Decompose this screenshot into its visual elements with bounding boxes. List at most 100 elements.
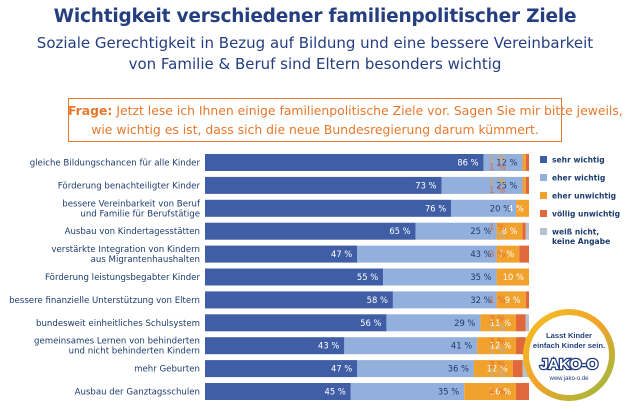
category-label: verstärkte Integration von Kindern aus Mi…: [51, 245, 200, 265]
bar-segment-völlig-unwichtig: [525, 176, 529, 194]
bar-segment-eher-unwichtig: [477, 337, 517, 355]
category-label: bessere Vereinbarkeit von Beruf und Famil…: [62, 199, 201, 219]
bar-segment-eher-unwichtig: [522, 176, 526, 194]
category-label: bessere finanzielle Unterstützung von El…: [9, 296, 200, 306]
bar-segment-weiß-nicht-keine-angabe: [525, 222, 529, 240]
subtitle-line-2: von Familie & Beruf sind Eltern besonder…: [128, 55, 502, 73]
small-value-label: 1 %: [489, 223, 505, 233]
small-value-label: 1 %: [489, 163, 505, 173]
chart-title: Wichtigkeit verschiedener familienpoliti…: [53, 6, 577, 27]
question-box: [68, 98, 562, 142]
bar-value-label: 55 %: [357, 272, 378, 282]
small-value-label: 1 %: [489, 186, 505, 196]
bar-segment-eher-unwichtig: [464, 383, 517, 400]
bar-segment-völlig-unwichtig: [516, 337, 526, 355]
category-label: Ausbau der Ganztagsschulen: [75, 388, 200, 398]
badge-line-2: einfach Kinder sein.: [533, 341, 605, 350]
legend-label-line: eher unwichtig: [552, 192, 616, 201]
category-label: gemeinsames Lernen von behinderten und ni…: [34, 337, 200, 357]
bar-value-label: 58 %: [367, 295, 388, 305]
small-value-label: 3 %: [489, 361, 505, 371]
bar-value-label: 4 %: [508, 203, 524, 213]
category-label: mehr Geburten: [134, 365, 200, 375]
category-label-line: mehr Geburten: [134, 365, 200, 375]
bar-value-label: 12 %: [490, 341, 511, 351]
small-value-label: 1 %: [489, 177, 505, 187]
bar-value-label: 36 %: [448, 364, 469, 374]
legend-label-line: völlig unwichtig: [552, 210, 620, 219]
bar-segment-völlig-unwichtig: [525, 291, 529, 309]
category-label-line: bessere finanzielle Unterstützung von El…: [9, 296, 200, 306]
legend-label: eher wichtig: [552, 174, 605, 183]
badge-inner: [529, 315, 609, 395]
bar-value-label: 7 %: [498, 249, 514, 259]
category-label: Ausbau von Kindertagesstätten: [65, 227, 200, 237]
legend-label-line: sehr wichtig: [552, 156, 605, 165]
bar-value-label: 47 %: [331, 364, 352, 374]
bar-segment-eher-unwichtig: [516, 199, 529, 217]
legend-label-line: keine Angabe: [552, 237, 610, 246]
legend-label: völlig unwichtig: [552, 210, 620, 219]
bar-segment-eher-wichtig: [350, 383, 465, 400]
category-label-line: Förderung leistungsbegabter Kinder: [45, 273, 200, 283]
category-label-line: aus Migrantenhaushalten: [91, 255, 200, 265]
bar-segment-eher-wichtig: [357, 360, 474, 378]
small-value-label: 1 %: [489, 232, 505, 242]
bar-segment-eher-wichtig: [483, 154, 523, 171]
bar-segment-weiß-nicht-keine-angabe: [525, 314, 529, 332]
bar-segment-sehr-wichtig: [205, 337, 345, 355]
small-value-label: 3 %: [489, 315, 505, 325]
bar-value-label: 29 %: [454, 318, 475, 328]
category-label-line: gemeinsames Lernen von behinderten: [34, 337, 200, 347]
bar-value-label: 43 %: [318, 341, 339, 351]
bar-segment-völlig-unwichtig: [516, 383, 529, 400]
legend-label-line: eher wichtig: [552, 174, 605, 183]
small-value-label: 1 %: [489, 155, 505, 165]
bar-value-label: 43 %: [470, 249, 491, 259]
bar-segment-eher-unwichtig: [480, 314, 517, 332]
legend-swatch: [540, 210, 547, 217]
bar-segment-eher-wichtig: [386, 314, 481, 332]
small-value-label: 3 %: [489, 250, 505, 260]
bar-segment-sehr-wichtig: [205, 360, 358, 378]
legend-label: eher unwichtig: [552, 192, 616, 201]
legend-swatch: [540, 192, 547, 199]
legend-label-line: weiß nicht,: [552, 228, 599, 237]
bar-segment-eher-wichtig: [451, 199, 517, 217]
bar-segment-völlig-unwichtig: [512, 360, 523, 378]
category-label-line: gleiche Bildungschancen für alle Kinder: [30, 159, 201, 169]
category-label-line: und nicht behinderten Kindern: [69, 347, 200, 357]
category-label-line: Ausbau von Kindertagesstätten: [65, 227, 200, 237]
question-line-1: Frage: Jetzt lese ich Ihnen einige famil…: [68, 103, 623, 118]
question-text-1: Jetzt lese ich Ihnen einige familienpoli…: [116, 103, 623, 118]
category-label-line: Ausbau der Ganztagsschulen: [75, 388, 200, 398]
category-label-line: bundesweit einheitliches Schulsystem: [36, 319, 200, 329]
question-line-2: wie wichtig es ist, dass sich die neue B…: [91, 122, 539, 137]
question-label: Frage:: [68, 103, 113, 118]
category-label-line: bessere Vereinbarkeit von Beruf: [62, 199, 201, 209]
bar-value-label: 65 %: [389, 226, 410, 236]
bar-value-label: 86 %: [457, 158, 478, 168]
bar-value-label: 47 %: [331, 249, 352, 259]
bar-value-label: 9 %: [505, 295, 521, 305]
bar-segment-völlig-unwichtig: [525, 154, 529, 171]
legend-swatch: [540, 156, 547, 163]
small-value-label: 4 %: [489, 388, 505, 398]
subtitle-line-1: Soziale Gerechtigkeit in Bezug auf Bildu…: [36, 34, 594, 52]
bar-value-label: 45 %: [325, 387, 346, 397]
bar-value-label: 73 %: [415, 180, 436, 190]
bar-segment-eher-unwichtig: [496, 222, 523, 240]
bar-segment-sehr-wichtig: [205, 268, 384, 286]
bar-segment-sehr-wichtig: [205, 314, 387, 332]
bar-segment-eher-unwichtig: [496, 245, 520, 263]
bar-value-label: 8 %: [502, 226, 518, 236]
bar-value-label: 35 %: [470, 272, 491, 282]
bar-value-label: 41 %: [451, 341, 472, 351]
bar-value-label: 12 %: [487, 364, 508, 374]
bar-segment-sehr-wichtig: [205, 222, 416, 240]
bar-segment-sehr-wichtig: [205, 245, 358, 263]
category-label: Förderung leistungsbegabter Kinder: [45, 273, 200, 283]
bar-segment-sehr-wichtig: [205, 154, 484, 171]
